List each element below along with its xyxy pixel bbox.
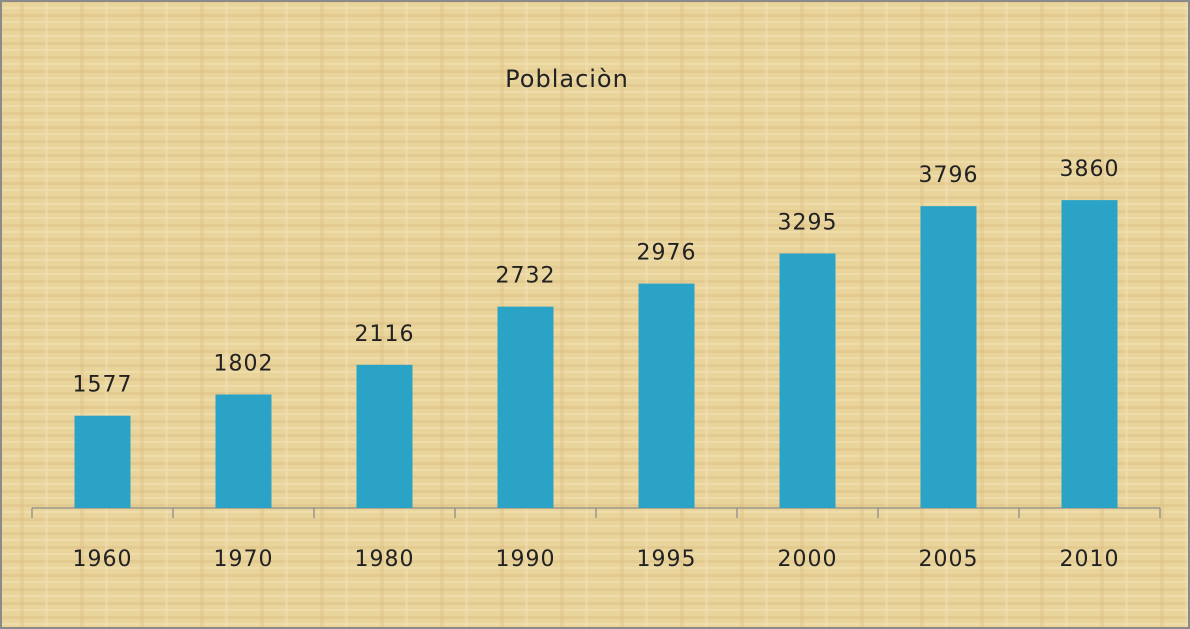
x-tick-label: 2010 xyxy=(1060,547,1120,572)
data-label: 3860 xyxy=(1060,157,1120,182)
x-tick-label: 1960 xyxy=(73,547,133,572)
x-tick-label: 1970 xyxy=(214,547,274,572)
x-tick-label: 1995 xyxy=(637,547,697,572)
bar xyxy=(1061,200,1118,508)
data-label: 2732 xyxy=(496,264,556,289)
data-label: 1577 xyxy=(73,373,133,398)
x-tick-label: 2005 xyxy=(919,547,979,572)
x-tick-label: 1990 xyxy=(496,547,556,572)
bar xyxy=(638,283,695,508)
bar xyxy=(356,364,413,508)
x-tick-label: 2000 xyxy=(778,547,838,572)
chart-title: Poblaciòn xyxy=(505,65,629,93)
bar xyxy=(920,206,977,508)
data-label: 2116 xyxy=(355,322,415,347)
bar xyxy=(74,415,131,508)
bar xyxy=(779,253,836,508)
data-label: 2976 xyxy=(637,241,697,266)
data-label: 1802 xyxy=(214,351,274,376)
data-label: 3796 xyxy=(919,163,979,188)
data-label: 3295 xyxy=(778,210,838,235)
x-tick-label: 1980 xyxy=(355,547,415,572)
bar xyxy=(215,394,272,508)
bar xyxy=(497,306,554,508)
